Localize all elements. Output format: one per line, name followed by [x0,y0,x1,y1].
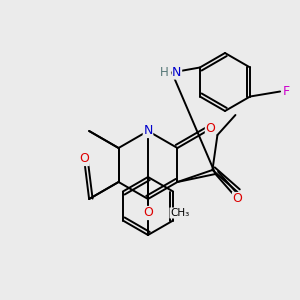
Text: O: O [232,193,242,206]
Text: H: H [160,66,168,79]
Text: N: N [172,66,182,79]
Text: O: O [79,152,89,166]
Text: N: N [143,124,153,137]
Text: O: O [143,206,153,220]
Text: F: F [283,85,290,98]
Text: O: O [206,122,215,136]
Text: CH₃: CH₃ [170,208,189,218]
